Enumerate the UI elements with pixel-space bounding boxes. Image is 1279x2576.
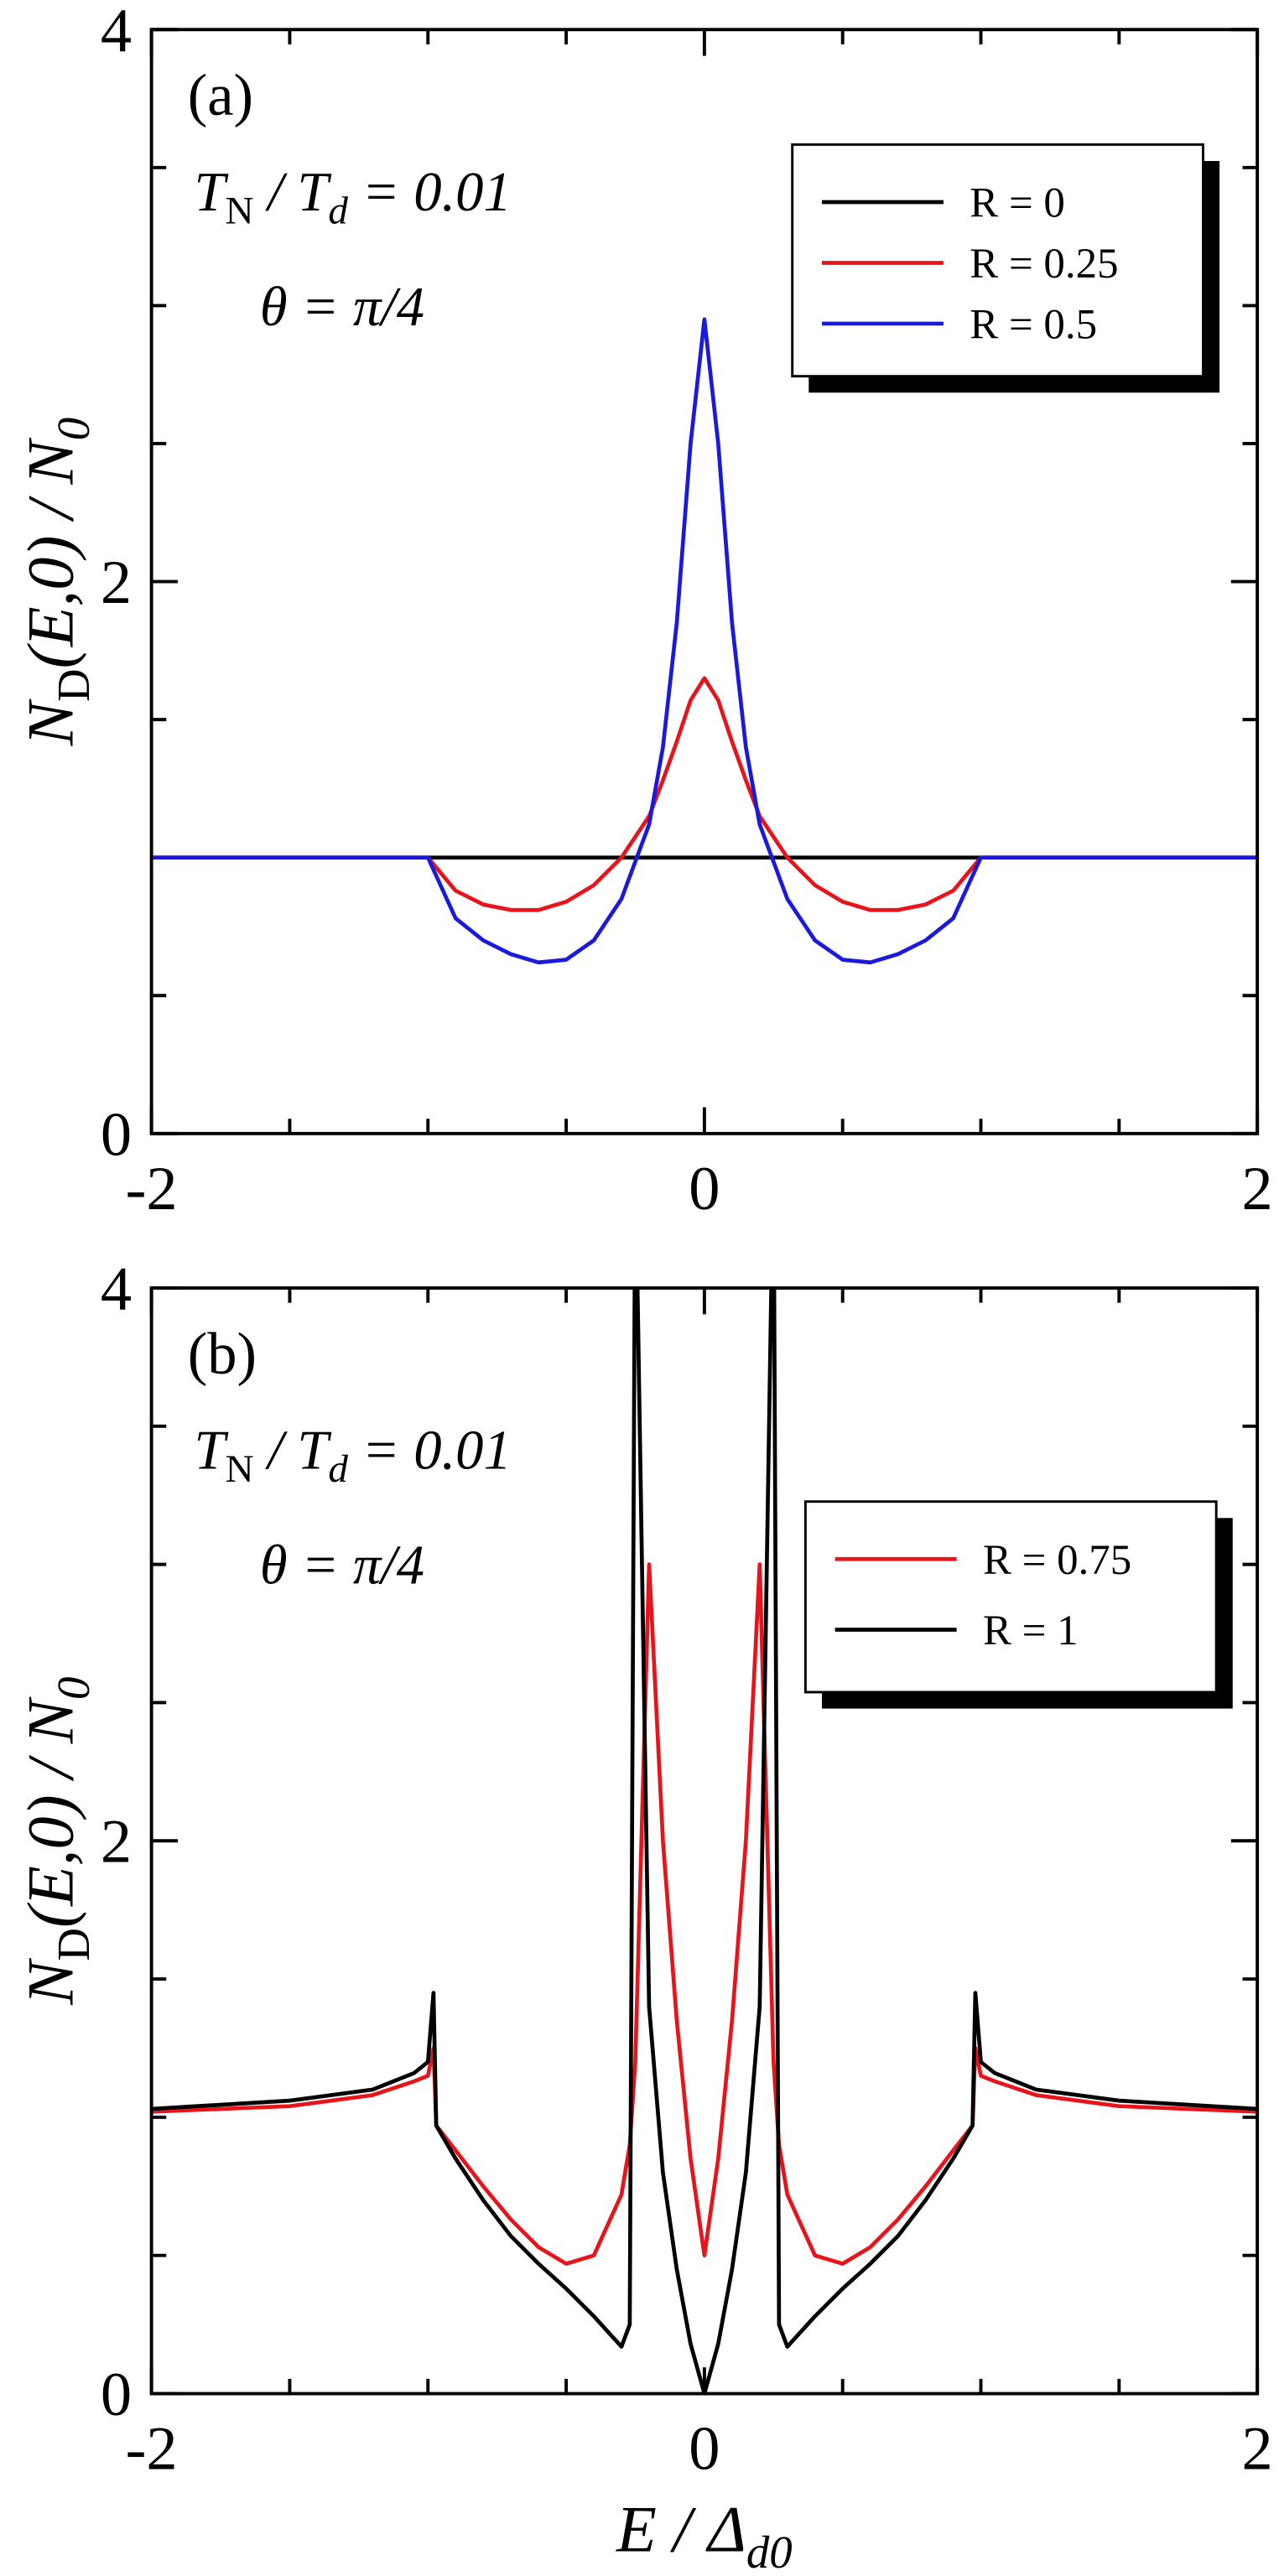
legend-box [803,1500,1218,1694]
annotation: θ = π/4 [260,277,424,338]
annotation-part: = 0.01 [348,162,512,223]
y-axis-label: ND(E,0) / N0 [14,418,100,746]
x-axis-label-part: E / Δ [616,2493,746,2566]
series-line [151,317,1258,965]
series-line [151,1562,1258,2266]
y-tick-label: 4 [101,0,132,65]
y-tick-label: 2 [101,548,132,617]
y-tick-label: 0 [101,2360,132,2429]
x-axis-label: E / Δd0 [616,2493,793,2576]
y-axis-label-part: N [14,1958,87,2006]
annotation-part: / T [254,162,332,223]
annotation-part: d [328,189,348,232]
annotation-part: N [226,1447,254,1491]
y-axis-label-part: 0 [48,1677,99,1700]
annotation: TN / Td = 0.01 [195,1420,512,1492]
series-line [151,676,1258,912]
annotation: TN / Td = 0.01 [195,162,512,233]
series-line [151,1288,1258,2394]
annotation-part: d [328,1447,348,1491]
annotation-part: T [195,162,229,223]
y-axis-label-part: (E,0) / N [14,438,87,669]
legend-label: R = 1 [983,1607,1079,1654]
x-tick-label: -2 [126,2415,178,2484]
x-tick-label: 2 [1242,2415,1273,2484]
y-tick-label: 4 [101,1254,132,1323]
annotation: θ = π/4 [260,1535,424,1597]
annotation-part: / T [254,1420,332,1482]
y-axis-label: ND(E,0) / N0 [14,1677,100,2006]
x-tick-label: 0 [689,2415,720,2484]
panel-label: (a) [188,63,253,128]
y-axis-label-part: (E,0) / N [14,1696,87,1928]
y-axis-label-part: D [48,1928,99,1961]
legend-label: R = 0.5 [970,302,1097,349]
y-axis-label-part: D [48,668,99,702]
legend-label: R = 0 [970,180,1065,227]
x-tick-label: 0 [689,1155,720,1223]
plot-frame [149,28,1260,1135]
annotation-part: N [226,189,254,232]
y-axis-label-part: N [14,699,87,746]
y-tick-label: 2 [101,1808,132,1877]
y-axis-label-part: 0 [48,418,99,440]
y-tick-label: 0 [101,1100,132,1169]
plot-frame [149,1286,1260,2396]
x-axis-label-part: d0 [746,2527,793,2576]
panel-label: (b) [188,1322,257,1387]
legend-label: R = 0.25 [970,241,1118,288]
legend-box [791,143,1204,378]
x-tick-label: 2 [1242,1155,1273,1223]
x-tick-label: -2 [126,1155,178,1223]
annotation-part: T [195,1420,229,1482]
legend-label: R = 0.75 [983,1537,1131,1584]
annotation-part: = 0.01 [348,1420,512,1482]
